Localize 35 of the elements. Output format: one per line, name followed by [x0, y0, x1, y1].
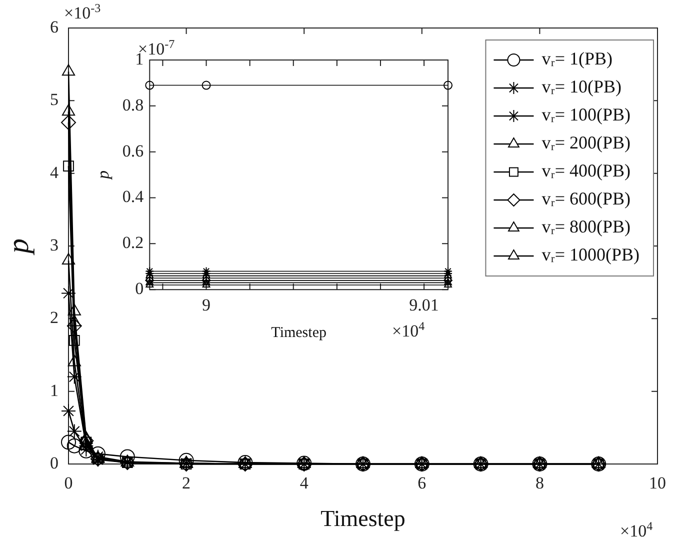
y-tick-label: 0: [135, 279, 144, 298]
y-tick-label: 5: [50, 90, 58, 110]
legend-label: vᵣ= 1000(PB): [542, 244, 640, 265]
y-tick-label: 0.4: [122, 187, 144, 206]
y-tick-label: 0.6: [122, 141, 144, 160]
y-tick-label: 6: [50, 17, 58, 36]
x-tick-label: 6: [418, 474, 426, 493]
y-tick-label: 1: [50, 380, 58, 400]
legend-label: vᵣ= 200(PB): [542, 132, 631, 153]
y-tick-label: 0.8: [122, 95, 144, 114]
y-tick-label: 0: [50, 453, 58, 472]
y-axis-title: p: [94, 170, 113, 180]
x-tick-label: 9: [202, 295, 211, 314]
text: ×10$^{-3}$: [64, 1, 101, 23]
legend-label: vᵣ= 100(PB): [542, 104, 631, 125]
legend-label: vᵣ= 600(PB): [542, 188, 631, 209]
x-tick-label: 2: [182, 474, 191, 493]
y-axis-title: p: [2, 238, 35, 256]
x-tick-label: 9.01: [409, 295, 439, 314]
x-tick-label: 4: [300, 474, 309, 493]
x-axis-title: Timestep: [271, 324, 326, 341]
y-tick-label: 3: [50, 235, 58, 254]
text: ×10$^{4}$: [620, 519, 653, 541]
x-tick-label: 8: [535, 474, 544, 493]
x-tick-label: 10: [649, 474, 666, 493]
legend-label: vᵣ= 1(PB): [542, 48, 613, 69]
annotation: ×10$^{4}$: [392, 319, 425, 341]
y-tick-label: 2: [50, 308, 58, 328]
legend-label: vᵣ= 400(PB): [542, 160, 631, 181]
y-tick-label: 4: [50, 162, 59, 182]
x-tick-label: 0: [64, 474, 73, 493]
legend-label: vᵣ= 800(PB): [542, 216, 631, 237]
legend-label: vᵣ= 10(PB): [542, 76, 622, 97]
x-axis-title: Timestep: [320, 506, 406, 532]
y-tick-label: 0.2: [122, 233, 144, 252]
